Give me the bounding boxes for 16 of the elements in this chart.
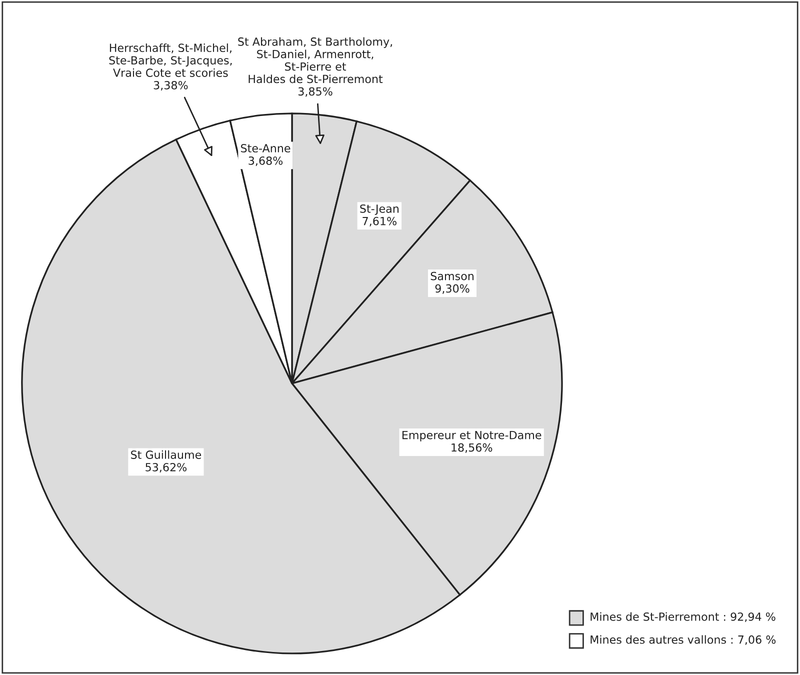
data-label: 7,61% [362, 216, 396, 226]
slice-label: Herrschafft, St-Michel, Ste-Barbe, St-Jacques, Vraie Cote et scories [109, 43, 232, 77]
slice-label: St Guillaume [131, 450, 202, 459]
text: Mines de St-Pierremont : 92,94 % [590, 612, 776, 622]
data-label: 9,30% [435, 284, 470, 294]
slice-label: Empereur et Notre-Dame [402, 431, 542, 442]
text: Mines des autres vallons : 7,06 % [590, 635, 776, 645]
data-label: 3,38% [154, 80, 188, 91]
slice-label: Ste-Anne [240, 144, 290, 152]
slice-label: St-Jean [360, 204, 398, 215]
data-label: 3,85% [298, 87, 332, 97]
data-label: 53,62% [146, 462, 187, 473]
data-label: 18,56% [452, 443, 492, 453]
slice-label: Samson [430, 272, 474, 280]
data-label: 3,68% [248, 156, 283, 166]
slice-label: St Abraham, St Bartholomy, St-Daniel, Armenrott, St-Pierre et Haldes de St-Pierremont [238, 37, 392, 84]
